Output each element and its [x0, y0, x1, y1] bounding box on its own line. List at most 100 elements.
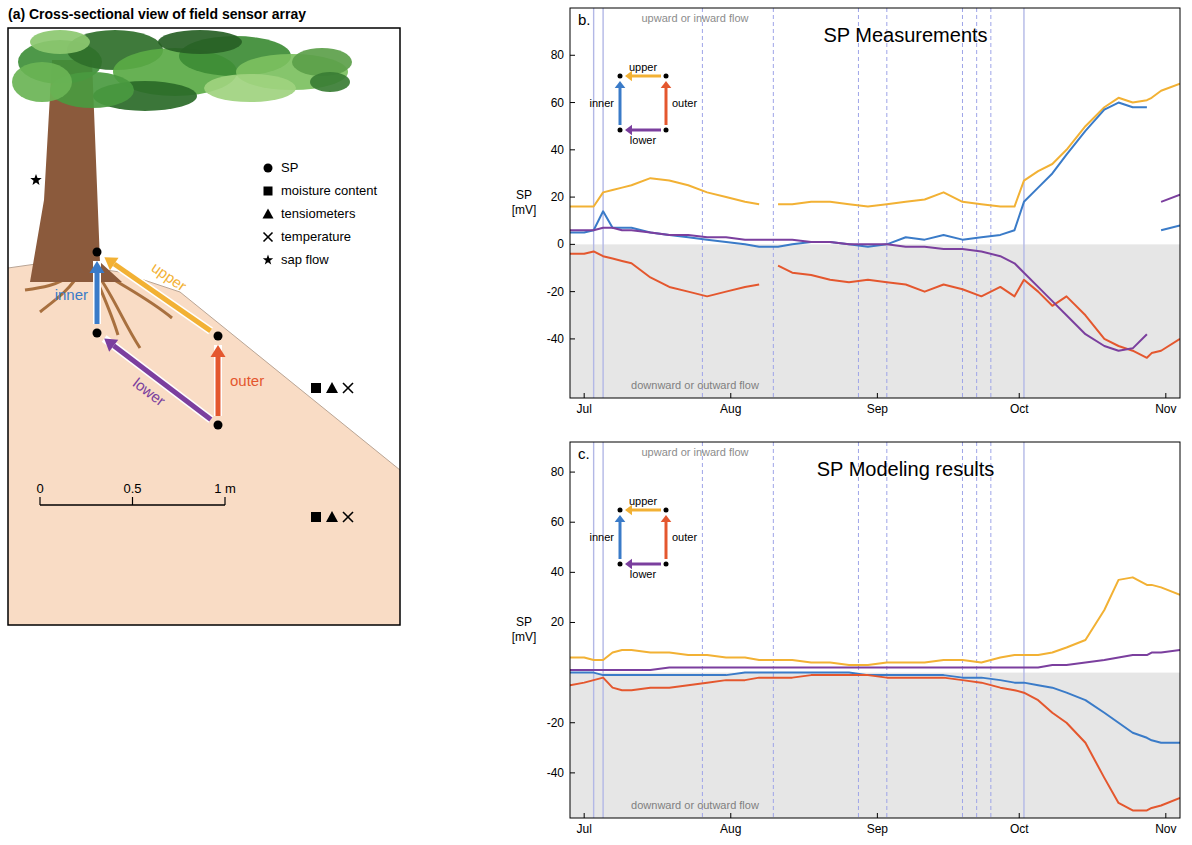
chart-title: SP Measurements [823, 24, 987, 46]
arrow-label: outer [230, 372, 264, 389]
ground [8, 262, 400, 625]
arrow-label: lower [130, 374, 169, 409]
legend-label: lower [630, 568, 657, 580]
plot-frame [570, 442, 1180, 818]
panel-letter: b. [578, 11, 591, 28]
annotation: upward or inward flow [642, 446, 749, 458]
marker-square [264, 187, 273, 196]
legend-arrow [632, 509, 661, 512]
event-line [593, 8, 594, 398]
y-axis-title-line: SP [516, 615, 532, 629]
event-line [702, 442, 703, 818]
legend-label: SP [281, 160, 298, 175]
x-tick-label: Sep [867, 402, 889, 416]
x-tick-label: Oct [1010, 402, 1029, 416]
y-tick-label: 80 [551, 465, 565, 479]
x-tick-label: Jul [577, 402, 592, 416]
legend-arrow [665, 88, 668, 125]
negative-zone [570, 673, 1180, 818]
marker-square [311, 512, 321, 522]
legend-label: inner [590, 531, 615, 543]
x-tick-label: Jul [577, 822, 592, 836]
marker-cross [264, 233, 273, 242]
x-tick [584, 393, 585, 398]
series-line [570, 103, 1180, 247]
plot-area [570, 8, 1180, 398]
legend-label: temperature [281, 229, 351, 244]
marker-triangle [326, 382, 338, 393]
scale-label: 0 [36, 481, 43, 496]
y-tick-label: -20 [547, 285, 565, 299]
marker-cross [343, 383, 353, 393]
series-line [570, 673, 1180, 743]
x-tick-label: Nov [1155, 402, 1176, 416]
y-tick-label: 40 [551, 143, 565, 157]
legend-arrow-head [615, 81, 626, 88]
annotation: upward or inward flow [642, 12, 749, 24]
plot-area [570, 442, 1180, 818]
y-tick [570, 772, 575, 773]
event-line [962, 8, 963, 398]
legend-label: moisture content [281, 183, 377, 198]
arrow [216, 357, 221, 416]
legend-arrow [632, 563, 661, 566]
negative-zone [570, 244, 1180, 398]
y-tick-label: 60 [551, 515, 565, 529]
legend-label: outer [672, 531, 697, 543]
y-tick [570, 149, 575, 150]
marker-circle [93, 248, 102, 257]
legend-label: outer [672, 97, 697, 109]
x-tick-label: Nov [1155, 822, 1176, 836]
legend-arrow-head [615, 515, 626, 522]
plot-frame [570, 8, 1180, 398]
marker-triangle [263, 209, 274, 219]
canopy [310, 72, 350, 92]
panel-letter: c. [578, 445, 590, 462]
marker-cross [264, 233, 273, 242]
series-line [570, 675, 1180, 810]
legend-node [618, 128, 623, 133]
legend-label: upper [629, 495, 657, 507]
arrow-label: upper [149, 259, 190, 295]
legend-arrow [665, 522, 668, 559]
series-line [570, 195, 1180, 351]
marker-cross [343, 383, 353, 393]
legend-node [618, 562, 623, 567]
y-tick [570, 572, 575, 573]
y-tick [570, 102, 575, 103]
legend-arrow [632, 75, 661, 78]
event-line [962, 442, 963, 818]
arrow-outline [104, 257, 210, 331]
x-tick [730, 813, 731, 818]
x-tick [730, 393, 731, 398]
x-tick [1019, 393, 1020, 398]
y-tick-label: -20 [547, 716, 565, 730]
legend-node [664, 508, 669, 513]
canopy [30, 30, 90, 54]
diagram-scene [8, 28, 400, 625]
legend-node [618, 74, 623, 79]
event-line [602, 442, 603, 818]
legend-label: upper [629, 61, 657, 73]
figure: (a) Cross-sectional view of field sensor… [0, 0, 1192, 845]
marker-star [30, 174, 41, 185]
legend-arrow [619, 88, 622, 125]
event-line [990, 8, 991, 398]
y-tick-label: -40 [547, 766, 565, 780]
legend-label: lower [630, 134, 657, 146]
legend-label: inner [590, 97, 615, 109]
y-axis-title-line: SP [516, 188, 532, 202]
event-line [702, 8, 703, 398]
event-line [593, 442, 594, 818]
plot-content [570, 442, 1180, 818]
series-line [570, 577, 1180, 665]
scale-tick [132, 497, 133, 505]
marker-cross [343, 512, 353, 522]
y-tick [570, 522, 575, 523]
event-line [858, 8, 859, 398]
marker-circle [214, 421, 223, 430]
ground-surface [8, 262, 400, 470]
annotation: downward or outward flow [631, 379, 759, 391]
y-tick [570, 291, 575, 292]
arrow-head [104, 257, 118, 270]
